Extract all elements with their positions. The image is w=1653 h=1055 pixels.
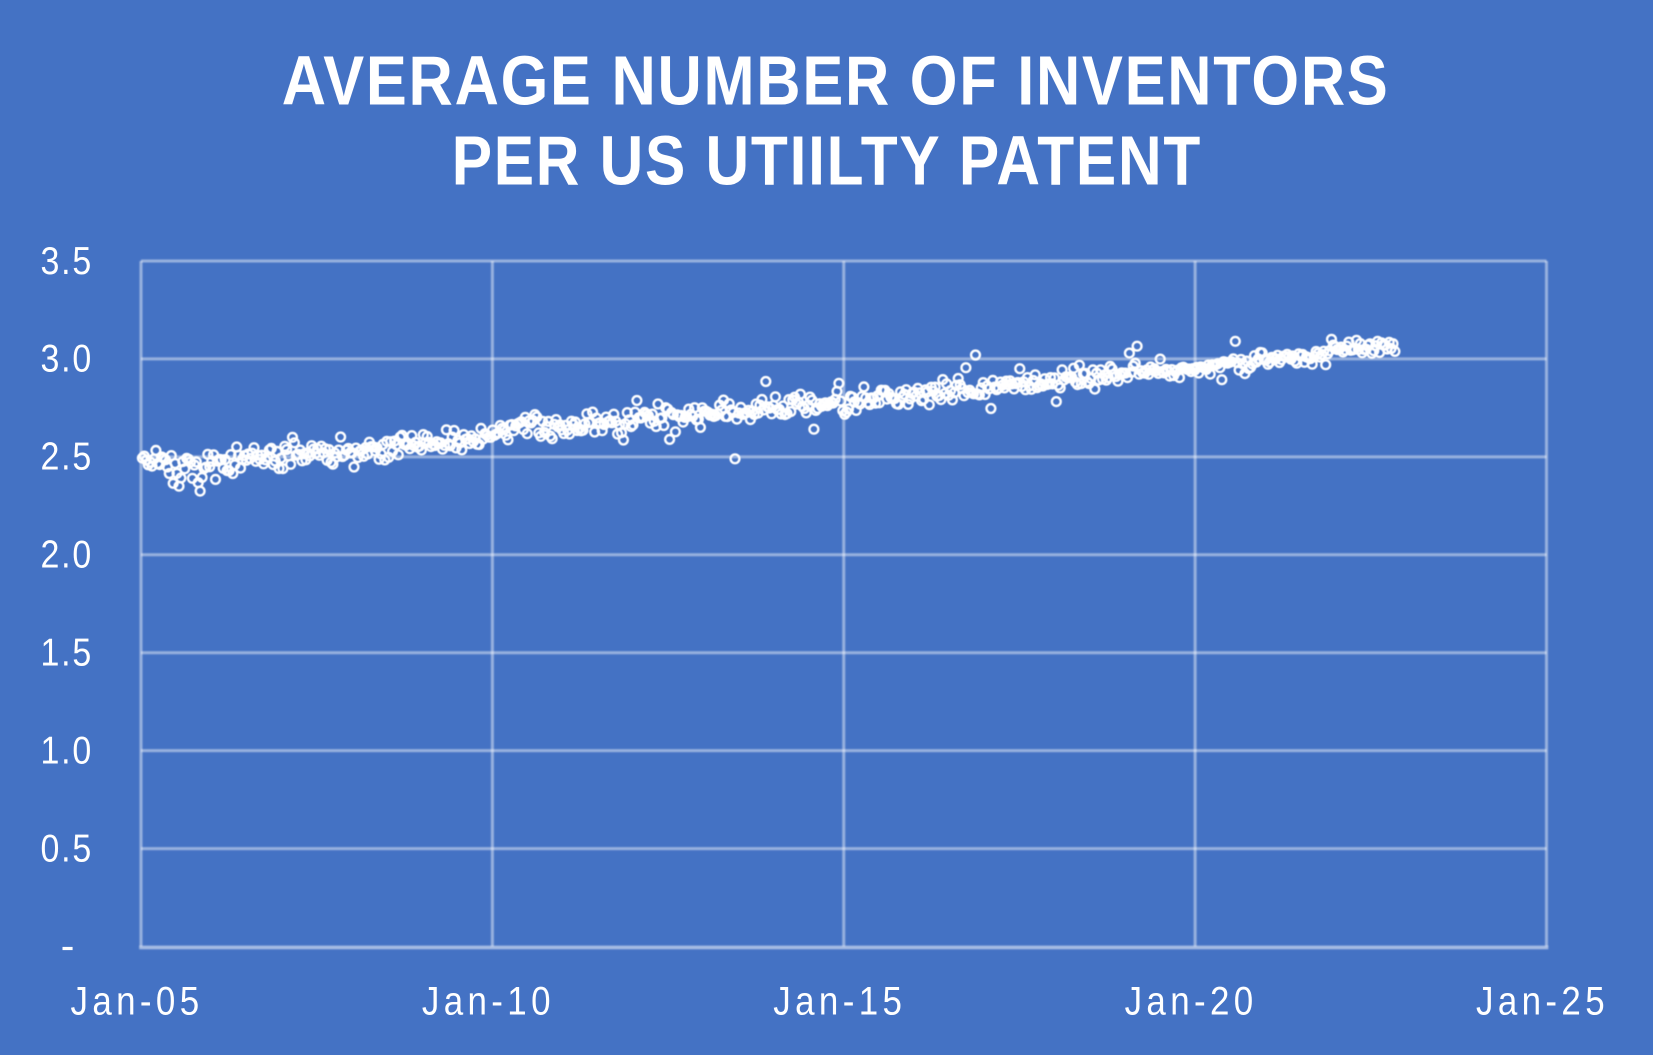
svg-text:Jan-20: Jan-20 xyxy=(1125,980,1258,1024)
svg-text:Jan-05: Jan-05 xyxy=(71,980,204,1024)
svg-text:Jan-15: Jan-15 xyxy=(773,980,906,1024)
svg-text:Jan-25: Jan-25 xyxy=(1476,980,1609,1024)
svg-text:3.0: 3.0 xyxy=(41,338,94,381)
svg-text:3.5: 3.5 xyxy=(41,240,94,283)
svg-text:1.5: 1.5 xyxy=(41,632,94,675)
svg-text:0.5: 0.5 xyxy=(41,827,94,870)
svg-text:2.0: 2.0 xyxy=(41,534,94,577)
svg-text:AVERAGE NUMBER OF INVENTORS: AVERAGE NUMBER OF INVENTORS xyxy=(282,42,1390,120)
svg-text:2.5: 2.5 xyxy=(41,436,94,479)
svg-text:Jan-10: Jan-10 xyxy=(422,980,555,1024)
svg-text:PER US UTIILTY PATENT: PER US UTIILTY PATENT xyxy=(452,122,1202,200)
svg-text:1.0: 1.0 xyxy=(41,729,94,772)
